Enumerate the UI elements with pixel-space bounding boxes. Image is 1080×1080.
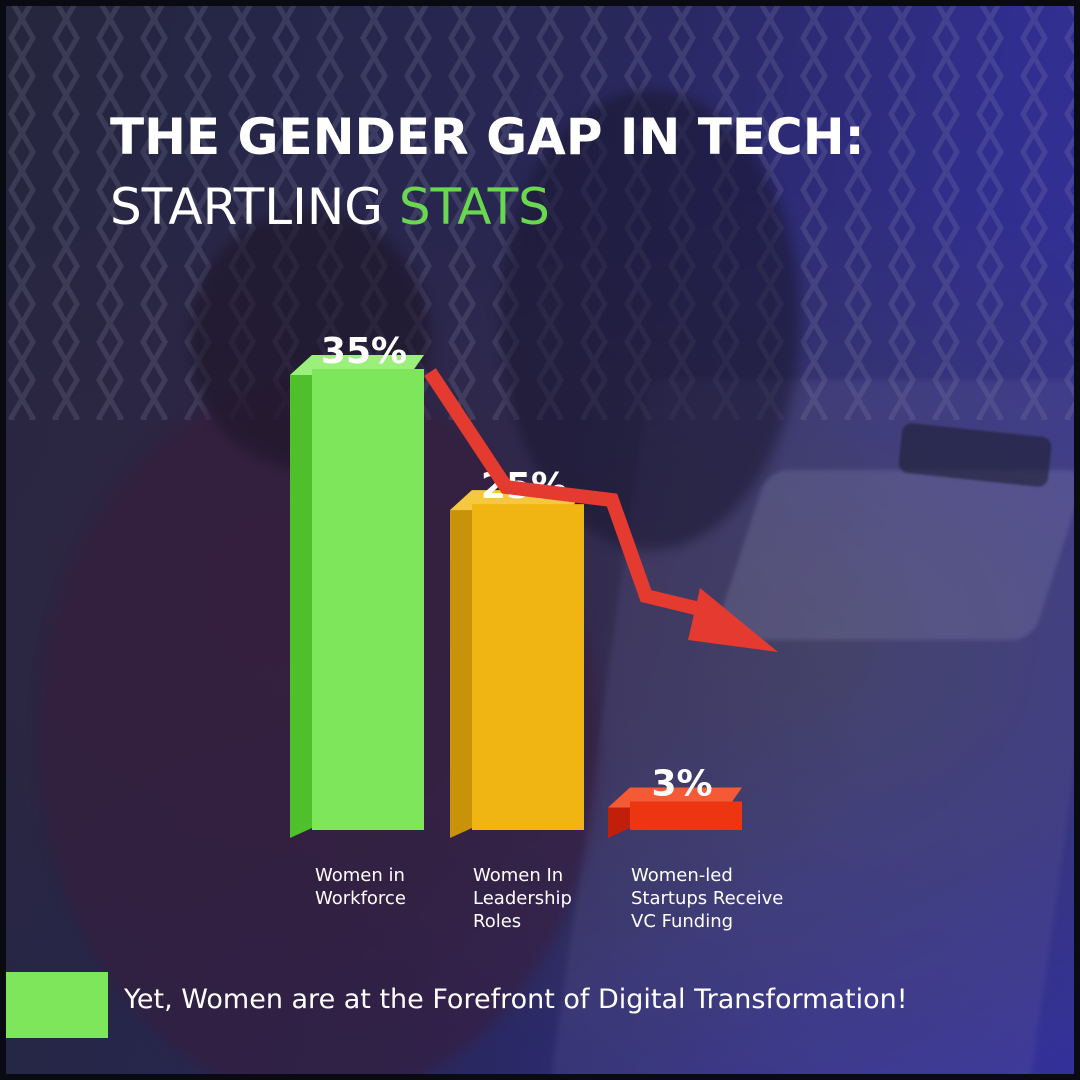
trend-arrow-line bbox=[424, 368, 714, 619]
category-label-3-line-2: Startups Receive bbox=[631, 888, 784, 909]
title-line-2: STARTLING STATS bbox=[110, 178, 550, 236]
category-label-3: Women-led Startups Receive VC Funding bbox=[631, 864, 801, 933]
bar-3 bbox=[630, 801, 742, 830]
bar-side-2 bbox=[450, 490, 472, 838]
category-label-1: Women in Workforce bbox=[315, 864, 485, 910]
data-label-3: 3% bbox=[651, 763, 712, 804]
data-label-1: 35% bbox=[321, 331, 407, 372]
category-label-2: Women In Leadership Roles bbox=[473, 864, 643, 933]
bar-2 bbox=[472, 504, 584, 830]
category-label-3-line-1: Women-led bbox=[631, 865, 733, 886]
category-label-1-line-2: Workforce bbox=[315, 888, 406, 909]
person-right-silhouette bbox=[500, 90, 800, 550]
footer-text: Yet, Women are at the Forefront of Digit… bbox=[124, 984, 908, 1015]
trend-arrow-head bbox=[688, 588, 778, 652]
bar-1 bbox=[312, 369, 424, 830]
title-line-1: THE GENDER GAP IN TECH: bbox=[110, 108, 865, 166]
title-line-2-prefix: STARTLING bbox=[110, 178, 399, 236]
footer-swatch bbox=[0, 972, 108, 1038]
category-label-1-line-1: Women in bbox=[315, 865, 405, 886]
bar-side-1 bbox=[290, 355, 312, 838]
category-label-2-line-2: Leadership bbox=[473, 888, 572, 909]
category-label-3-line-3: VC Funding bbox=[631, 911, 734, 932]
category-label-2-line-3: Roles bbox=[473, 911, 522, 932]
title-accent-word: STATS bbox=[398, 178, 550, 236]
category-label-2-line-1: Women In bbox=[473, 865, 564, 886]
